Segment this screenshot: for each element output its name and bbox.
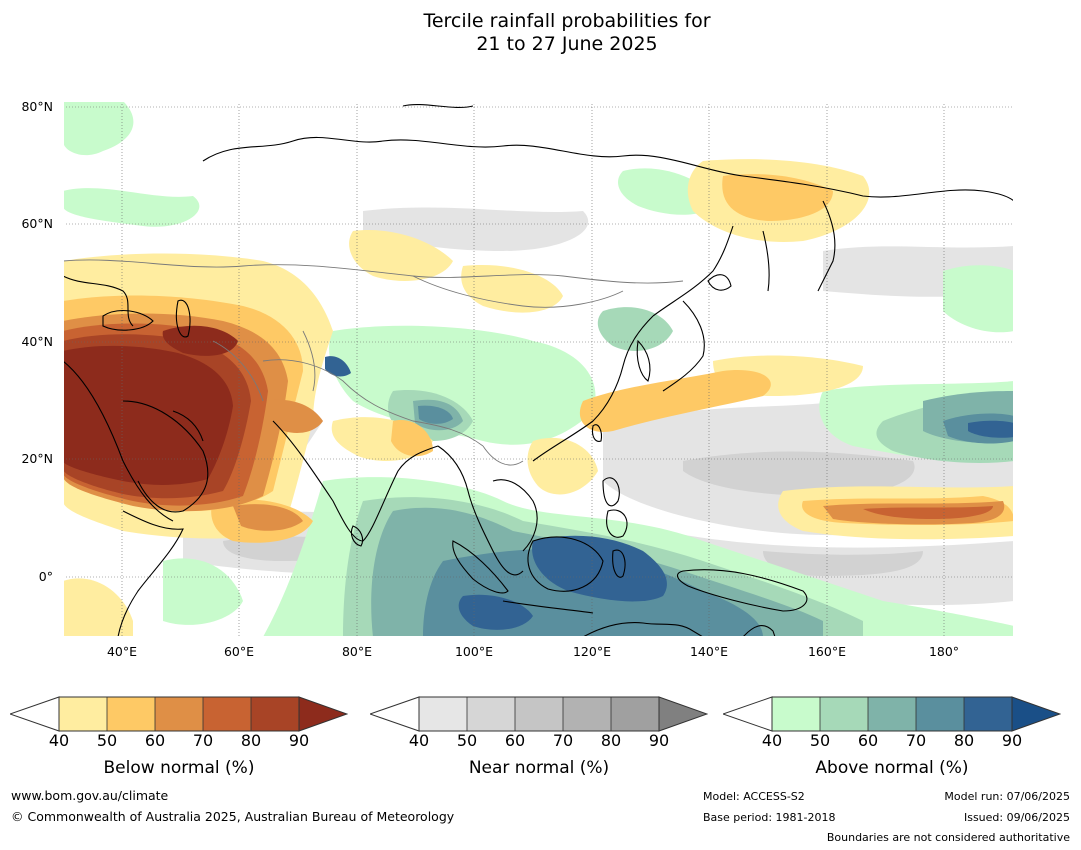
below-tick-90: 90 — [288, 731, 310, 750]
above-normal-patches — [63, 101, 1014, 637]
probability-map — [63, 101, 1014, 637]
base-period: Base period: 1981-2018 — [703, 811, 836, 824]
near-tick-50: 50 — [456, 731, 478, 750]
lon-label-160e: 160°E — [807, 644, 846, 659]
near-tick-70: 70 — [552, 731, 574, 750]
title-line-1: Tercile rainfall probabilities for — [423, 10, 711, 32]
graticule — [63, 101, 1014, 637]
near-normal-title: Near normal (%) — [468, 758, 610, 778]
lon-label-80e: 80°E — [341, 644, 373, 659]
above-tick-60: 60 — [857, 731, 879, 750]
lon-label-60e: 60°E — [223, 644, 255, 659]
above-tick-50: 50 — [809, 731, 831, 750]
colorbar-near-normal — [370, 696, 708, 732]
lon-label-180: 180° — [928, 644, 960, 659]
lon-label-40e: 40°E — [106, 644, 138, 659]
below-normal-title: Below normal (%) — [103, 758, 255, 778]
below-tick-80: 80 — [240, 731, 262, 750]
lon-label-120e: 120°E — [572, 644, 611, 659]
model-run-date: Model run: 07/06/2025 — [944, 790, 1070, 803]
website-link[interactable]: www.bom.gov.au/climate — [11, 788, 169, 803]
near-tick-90: 90 — [648, 731, 670, 750]
map-canvas — [63, 101, 1014, 637]
above-tick-80: 80 — [953, 731, 975, 750]
model-info: Model: ACCESS-S2 — [703, 790, 805, 803]
lat-label-40n: 40°N — [21, 334, 53, 349]
below-tick-40: 40 — [48, 731, 70, 750]
below-tick-50: 50 — [96, 731, 118, 750]
boundaries-disclaimer: Boundaries are not considered authoritat… — [826, 831, 1070, 844]
lat-label-60n: 60°N — [21, 216, 53, 231]
title-line-2: 21 to 27 June 2025 — [476, 33, 658, 55]
above-normal-title: Above normal (%) — [815, 758, 969, 778]
above-tick-40: 40 — [761, 731, 783, 750]
country-boundaries — [63, 259, 684, 466]
above-tick-70: 70 — [905, 731, 927, 750]
colorbar-below-normal — [10, 696, 348, 732]
lon-label-100e: 100°E — [454, 644, 493, 659]
colorbar-above-normal — [723, 696, 1061, 732]
above-tick-90: 90 — [1001, 731, 1023, 750]
near-tick-80: 80 — [600, 731, 622, 750]
lat-label-80n: 80°N — [21, 99, 53, 114]
issued-date: Issued: 09/06/2025 — [963, 811, 1070, 824]
below-tick-70: 70 — [192, 731, 214, 750]
near-tick-40: 40 — [408, 731, 430, 750]
coastlines — [63, 104, 1014, 637]
map-title: Tercile rainfall probabilities for 21 to… — [0, 10, 1081, 56]
near-tick-60: 60 — [504, 731, 526, 750]
lat-label-20n: 20°N — [21, 451, 53, 466]
below-tick-60: 60 — [144, 731, 166, 750]
lat-label-equator: 0° — [38, 569, 53, 584]
lon-label-140e: 140°E — [689, 644, 728, 659]
copyright-notice: © Commonwealth of Australia 2025, Austra… — [11, 809, 455, 824]
